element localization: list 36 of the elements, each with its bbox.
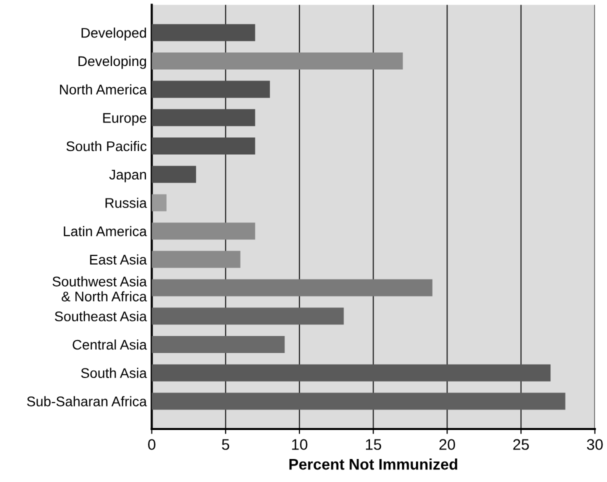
- bar: [152, 194, 167, 212]
- x-tick-label: 30: [586, 439, 603, 450]
- y-tick-label: Developed: [82, 28, 146, 41]
- x-tick-label: 0: [148, 439, 156, 450]
- bar: [152, 279, 432, 296]
- bar: [152, 392, 566, 410]
- y-tick-label: Europe: [103, 113, 146, 126]
- bar: [152, 364, 551, 382]
- x-tick-label: 5: [222, 439, 230, 450]
- y-tick-label: East Asia: [90, 254, 147, 265]
- bar: [152, 250, 240, 268]
- x-axis-title: Percent Not Immunized: [289, 458, 458, 470]
- y-tick-label: Sub-Saharan Africa: [27, 396, 147, 406]
- x-tick-label: 15: [366, 439, 382, 450]
- y-tick-label: South Pacific: [66, 140, 147, 152]
- y-tick-label: Japan: [109, 170, 146, 182]
- y-tick-label: South Asia: [81, 368, 147, 378]
- y-tick-label: North America: [60, 84, 147, 94]
- bar: [152, 138, 256, 155]
- bar: [152, 109, 256, 126]
- bar: [152, 222, 256, 240]
- bar: [152, 308, 344, 325]
- bar: [152, 336, 285, 353]
- x-tick-label: 25: [513, 439, 529, 450]
- y-tick-label: Southeast Asia: [54, 311, 147, 322]
- y-tick-label: Developing: [78, 56, 146, 69]
- x-tick-label: 10: [292, 439, 308, 450]
- x-tick-label: 20: [439, 439, 456, 450]
- y-tick-label: Southwest Asia & North Africa: [52, 276, 147, 302]
- bar: [152, 166, 196, 183]
- y-tick-label: Latin America: [64, 226, 147, 236]
- y-tick-label: Central Asia: [72, 339, 147, 350]
- y-tick-label: Russia: [106, 198, 147, 208]
- bar: [152, 52, 403, 70]
- bar: [152, 80, 270, 98]
- bar: [152, 24, 256, 42]
